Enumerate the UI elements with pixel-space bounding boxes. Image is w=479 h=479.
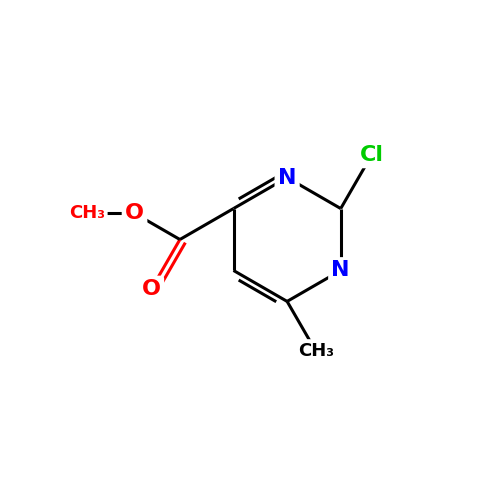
Text: Cl: Cl <box>360 145 384 165</box>
Text: CH₃: CH₃ <box>297 342 334 360</box>
Text: CH₃: CH₃ <box>69 205 105 222</box>
Text: N: N <box>331 261 350 280</box>
Text: O: O <box>142 279 161 299</box>
Text: N: N <box>278 168 297 188</box>
Text: O: O <box>125 203 144 223</box>
